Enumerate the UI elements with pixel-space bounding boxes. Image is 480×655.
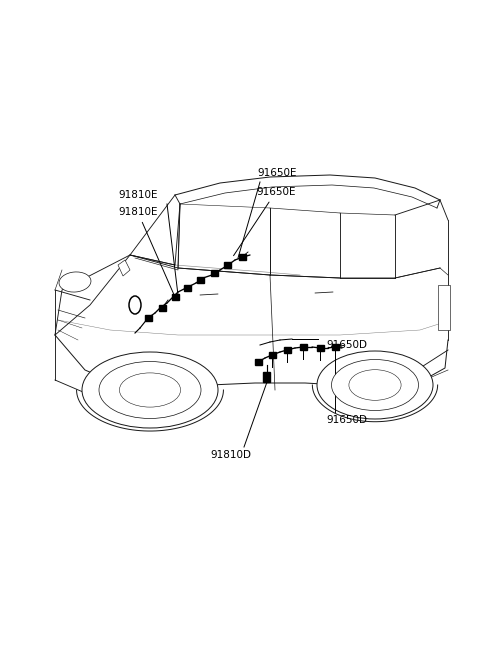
Bar — [171, 294, 179, 300]
Ellipse shape — [59, 272, 91, 292]
Bar — [263, 372, 270, 382]
Bar — [239, 254, 245, 260]
Bar — [254, 359, 262, 365]
Bar — [224, 262, 230, 268]
Bar — [144, 315, 152, 321]
Bar — [268, 352, 276, 358]
Ellipse shape — [129, 296, 141, 314]
Text: 91810E: 91810E — [118, 190, 157, 200]
Ellipse shape — [317, 351, 433, 419]
Ellipse shape — [349, 369, 401, 400]
Ellipse shape — [120, 373, 180, 407]
Bar — [300, 344, 307, 350]
Polygon shape — [118, 260, 130, 276]
Text: 91810D: 91810D — [210, 450, 251, 460]
Text: 91650E: 91650E — [257, 168, 297, 178]
Bar — [284, 347, 290, 353]
Ellipse shape — [99, 362, 201, 419]
Bar — [183, 285, 191, 291]
Bar — [211, 270, 217, 276]
Ellipse shape — [82, 352, 218, 428]
Text: 91810E: 91810E — [118, 207, 174, 295]
Text: 91650D: 91650D — [326, 415, 367, 425]
Bar — [158, 305, 166, 311]
Bar — [332, 344, 338, 350]
Ellipse shape — [332, 360, 419, 411]
Bar — [196, 277, 204, 283]
Bar — [316, 345, 324, 351]
Text: 91650D: 91650D — [326, 340, 367, 350]
Text: 91650E: 91650E — [234, 187, 296, 255]
Bar — [438, 285, 450, 330]
